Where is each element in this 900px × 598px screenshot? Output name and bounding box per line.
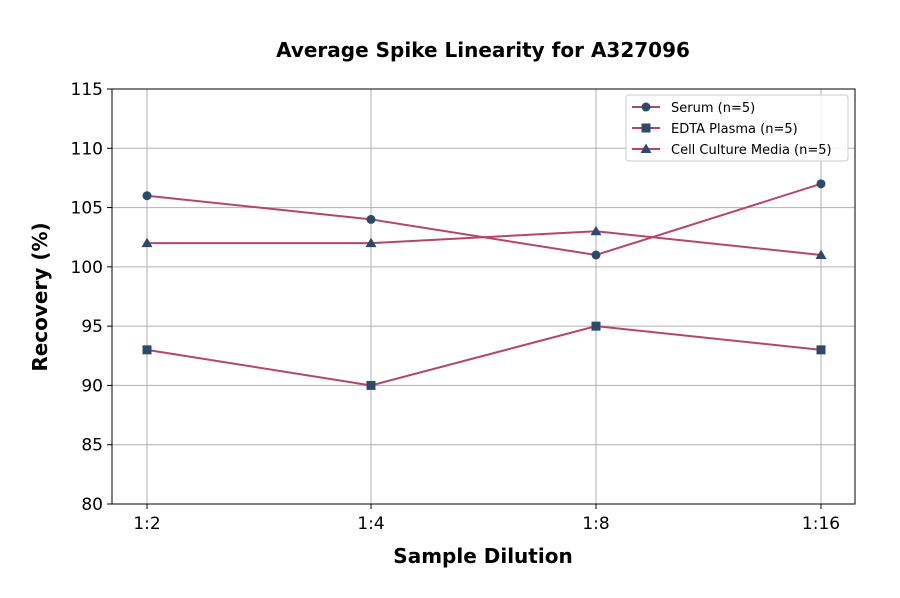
y-tick-label: 110 [71, 139, 103, 159]
legend-label: Serum (n=5) [671, 101, 755, 116]
legend-marker-square [641, 123, 651, 133]
series-0 [142, 179, 826, 260]
x-tick-label: 1:4 [357, 514, 384, 534]
y-tick-label: 100 [71, 258, 103, 278]
series-1 [142, 321, 826, 390]
legend-label: Cell Culture Media (n=5) [671, 143, 832, 158]
series-line [147, 230, 822, 256]
legend-marker-triangle [640, 143, 652, 153]
x-tick-label: 1:8 [582, 514, 609, 534]
plot-frame [111, 88, 856, 505]
x-tick-label: 1:16 [802, 514, 840, 534]
data-point-square [591, 321, 601, 331]
data-point-square [366, 380, 376, 390]
x-tick-label: 1:2 [133, 514, 160, 534]
legend-label: EDTA Plasma (n=5) [671, 122, 798, 137]
y-tick-label: 80 [81, 495, 103, 515]
data-point-square [142, 345, 152, 355]
data-point-circle [142, 191, 152, 201]
legend: Serum (n=5) EDTA Plasma (n=5) Cell Culture… [625, 94, 849, 162]
data-point-square [816, 345, 826, 355]
data-point-circle [816, 179, 826, 189]
y-tick-label: 85 [81, 436, 103, 456]
y-tick-label: 95 [81, 317, 103, 337]
y-tick-label: 115 [71, 80, 103, 100]
y-tick-label: 90 [81, 376, 103, 396]
series-2 [141, 225, 827, 259]
legend-marker-circle [641, 102, 651, 112]
legend-box [625, 94, 849, 162]
y-axis-label: Recovery (%) [28, 222, 52, 371]
data-point-triangle [141, 237, 153, 248]
data-point-circle [366, 214, 376, 224]
chart-title: Average Spike Linearity for A327096 [276, 38, 690, 62]
x-axis-label: Sample Dilution [393, 544, 572, 568]
data-point-circle [591, 250, 601, 260]
data-point-triangle [365, 237, 377, 248]
data-point-triangle [815, 249, 827, 259]
data-point-triangle [590, 225, 602, 236]
series-line [146, 325, 822, 387]
y-tick-label: 105 [71, 199, 103, 219]
